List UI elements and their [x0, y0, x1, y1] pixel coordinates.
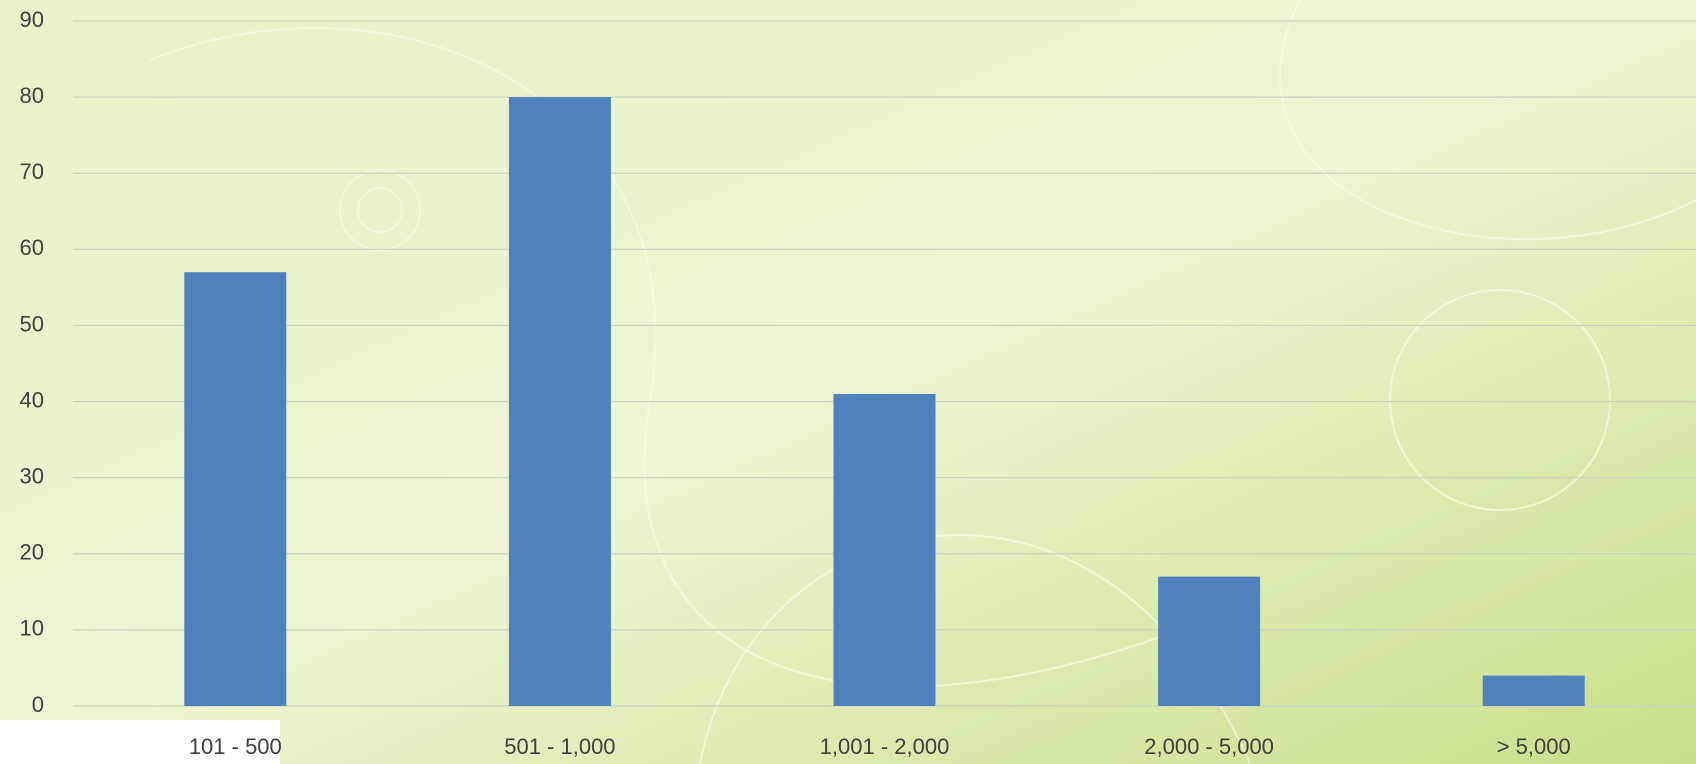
x-tick-label: 501 - 1,000	[504, 734, 615, 759]
x-tick-label: 1,001 - 2,000	[820, 734, 950, 759]
bar	[1158, 576, 1261, 706]
x-tick-label: > 5,000	[1497, 734, 1571, 759]
x-tick-label: 2,000 - 5,000	[1144, 734, 1274, 759]
y-tick-label: 40	[20, 387, 44, 412]
y-tick-label: 60	[20, 235, 44, 260]
y-tick-label: 70	[20, 159, 44, 184]
bar	[184, 272, 287, 706]
y-tick-label: 80	[20, 83, 44, 108]
y-tick-label: 0	[32, 692, 44, 717]
bar	[833, 393, 936, 706]
x-tick-label: 101 - 500	[189, 734, 282, 759]
y-tick-label: 20	[20, 540, 44, 565]
y-tick-label: 90	[20, 7, 44, 32]
bar	[508, 97, 611, 707]
y-tick-label: 50	[20, 311, 44, 336]
y-tick-label: 10	[20, 616, 44, 641]
bar	[1482, 675, 1585, 706]
y-tick-label: 30	[20, 463, 44, 488]
label-backdrop	[0, 720, 280, 764]
